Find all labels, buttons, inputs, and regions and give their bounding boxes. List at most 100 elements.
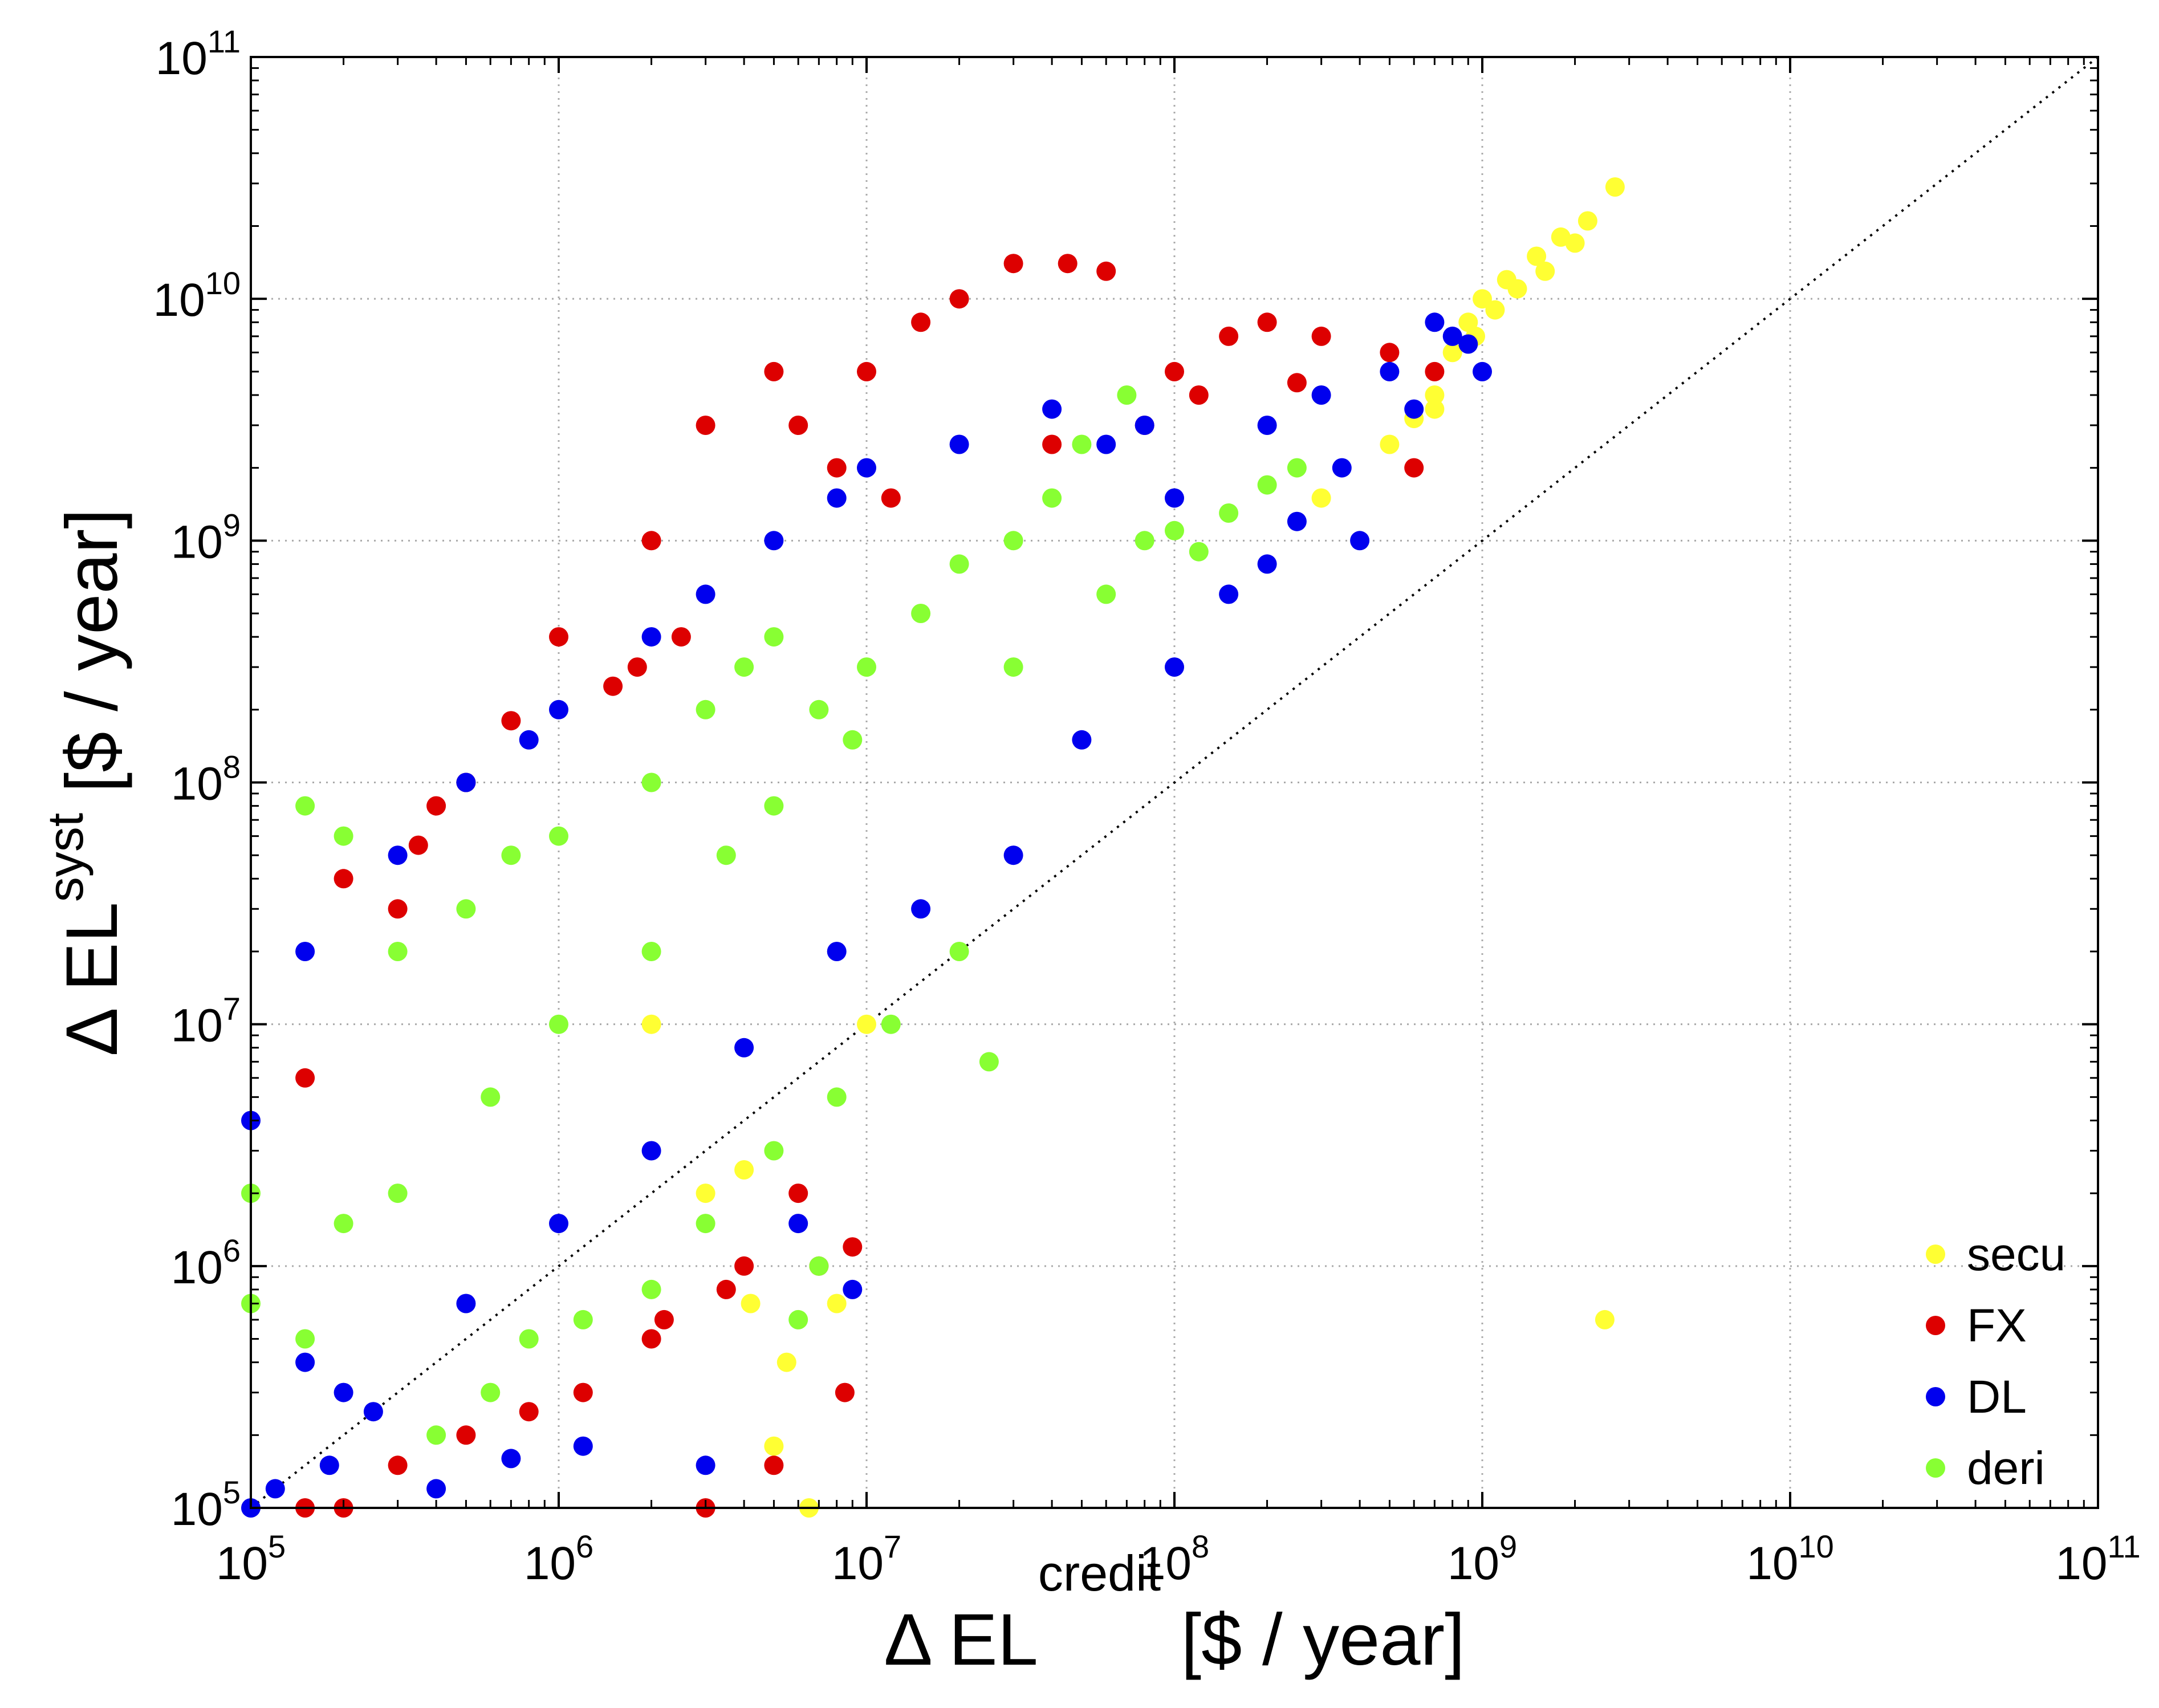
- data-point-dl: [1135, 416, 1154, 435]
- data-point-deri: [809, 700, 829, 719]
- data-point-fx: [549, 627, 568, 647]
- data-point-dl: [1473, 361, 1492, 381]
- data-point-fx: [1189, 385, 1209, 405]
- data-point-dl: [334, 1382, 353, 1402]
- data-point-fx: [1404, 458, 1424, 478]
- data-point-fx: [641, 1329, 661, 1349]
- data-point-deri: [827, 1087, 847, 1107]
- legend-item-fx: FX: [1926, 1300, 2027, 1352]
- data-point-deri: [1042, 488, 1062, 508]
- data-point-deri: [911, 604, 931, 623]
- data-point-fx: [627, 657, 647, 677]
- x-tick-exponent: 8: [1192, 1528, 1209, 1564]
- data-point-dl: [827, 942, 847, 961]
- data-point-deri: [334, 1214, 353, 1234]
- data-point-dl: [1257, 554, 1277, 574]
- data-point-dl: [764, 531, 784, 551]
- data-point-deri: [809, 1256, 829, 1276]
- data-point-dl: [1042, 399, 1062, 419]
- data-point-dl: [696, 1455, 715, 1475]
- data-point-secu: [1595, 1310, 1615, 1329]
- data-point-fx: [734, 1256, 754, 1276]
- y-tick-base: 10: [153, 274, 205, 326]
- x-tick-base: 10: [2055, 1538, 2107, 1589]
- data-point-secu: [741, 1294, 761, 1313]
- legend-label-secu: secu: [1967, 1229, 2066, 1280]
- data-point-dl: [1380, 361, 1400, 381]
- data-point-deri: [549, 1014, 568, 1034]
- y-tick-label: 1011: [156, 23, 241, 84]
- y-tick-exponent: 7: [223, 991, 241, 1027]
- data-point-dl: [549, 700, 568, 719]
- data-point-fx: [1096, 261, 1116, 281]
- data-point-deri: [857, 657, 876, 677]
- data-point-deri: [426, 1425, 446, 1445]
- data-point-deri: [456, 899, 476, 919]
- data-point-deri: [1117, 385, 1137, 405]
- data-point-dl: [519, 730, 539, 750]
- data-point-deri: [641, 772, 661, 792]
- legend-marker-secu: [1926, 1245, 1945, 1264]
- data-point-fx: [1425, 361, 1445, 381]
- data-point-dl: [1287, 511, 1307, 531]
- data-point-fx: [1165, 361, 1184, 381]
- data-point-deri: [1072, 434, 1092, 454]
- data-point-dl: [1442, 326, 1462, 346]
- data-point-deri: [949, 554, 969, 574]
- ticks-layer: 105 106 107 108 109 1010 101110510610710810910…: [153, 23, 2140, 1589]
- data-point-deri: [696, 1214, 715, 1234]
- y-tick-label: 108: [171, 749, 241, 810]
- data-point-secu: [1577, 211, 1597, 231]
- x-tick-exponent: 9: [1499, 1528, 1517, 1564]
- data-point-dl: [388, 845, 408, 865]
- data-point-secu: [1535, 261, 1555, 281]
- x-axis-title-superscript: credit: [1038, 1545, 1161, 1601]
- data-point-deri: [549, 826, 568, 846]
- x-tick-exponent: 6: [576, 1528, 593, 1564]
- data-point-deri: [1165, 520, 1184, 540]
- data-point-fx: [881, 488, 901, 508]
- data-point-secu: [1605, 177, 1625, 197]
- data-point-fx: [501, 711, 521, 731]
- y-tick-label: 1010: [153, 265, 241, 326]
- x-tick-label: 109: [1448, 1528, 1517, 1589]
- data-point-secu: [1425, 399, 1445, 419]
- data-point-fx: [1058, 254, 1078, 274]
- legend-marker-dl: [1926, 1387, 1945, 1406]
- data-point-fx: [1311, 326, 1331, 346]
- data-point-dl: [1458, 334, 1478, 354]
- x-tick-base: 10: [216, 1538, 268, 1589]
- y-tick-base: 10: [171, 1483, 223, 1535]
- data-point-deri: [1003, 657, 1023, 677]
- legend-label-dl: DL: [1967, 1371, 2027, 1423]
- data-point-deri: [481, 1087, 501, 1107]
- data-point-deri: [696, 700, 715, 719]
- data-point-fx: [764, 1455, 784, 1475]
- x-tick-base: 10: [1140, 1538, 1192, 1589]
- data-point-deri: [641, 1279, 661, 1299]
- y-tick-exponent: 11: [208, 23, 241, 59]
- data-point-secu: [776, 1352, 796, 1372]
- data-point-dl: [1311, 385, 1331, 405]
- data-point-deri: [1287, 458, 1307, 478]
- y-axis-title-suffix: [$ / year]: [51, 509, 133, 813]
- data-point-deri: [764, 627, 784, 647]
- data-point-dl: [1425, 312, 1445, 332]
- data-point-fx: [1257, 312, 1277, 332]
- data-point-dl: [1165, 657, 1184, 677]
- data-point-fx: [388, 899, 408, 919]
- data-point-deri: [881, 1014, 901, 1034]
- x-tick-label: 107: [832, 1528, 901, 1589]
- data-point-deri: [843, 730, 863, 750]
- data-point-dl: [426, 1479, 446, 1499]
- data-point-fx: [827, 458, 847, 478]
- data-point-fx: [573, 1382, 593, 1402]
- data-point-fx: [1042, 434, 1062, 454]
- data-point-dl: [911, 899, 931, 919]
- x-axis-title: Δ ELcredit [$ / year]: [884, 1545, 1465, 1681]
- y-tick-exponent: 9: [223, 507, 241, 543]
- data-point-dl: [1257, 416, 1277, 435]
- data-point-secu: [1311, 488, 1331, 508]
- data-point-fx: [716, 1279, 736, 1299]
